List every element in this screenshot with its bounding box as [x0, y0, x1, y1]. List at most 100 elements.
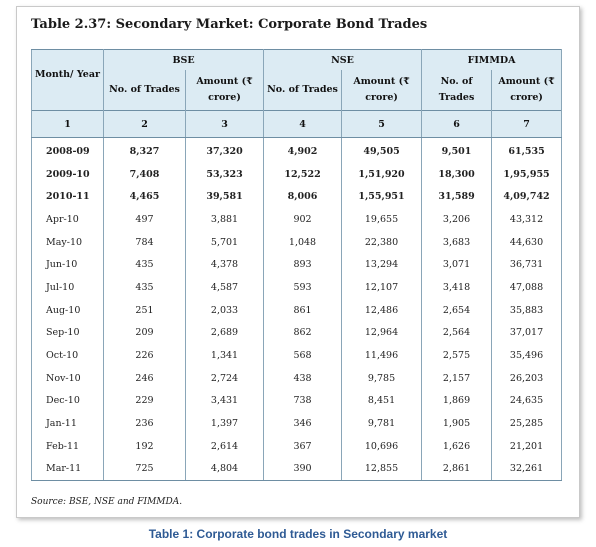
- table-cell: 3,071: [421, 253, 493, 277]
- table-cell: 367: [263, 434, 343, 458]
- table-row: May-10 784 5,701 1,048 22,380 3,683 44,630: [31, 230, 563, 254]
- table-cell: 36,731: [491, 253, 563, 277]
- row-period-cell: Nov-10: [31, 366, 104, 390]
- table-row: Jun-10 435 4,378 893 13,294 3,071 36,731: [31, 253, 563, 277]
- table-cell: 8,451: [341, 389, 423, 413]
- table-cell: 9,785: [341, 366, 423, 390]
- sub-header: No. of Trades: [421, 70, 493, 111]
- row-period-cell: Dec-10: [31, 389, 104, 413]
- sub-header: Amount (₹ crore): [184, 70, 265, 111]
- row-period-cell: Jan-11: [31, 412, 104, 435]
- table-row: Oct-10 226 1,341 568 11,496 2,575 35,496: [31, 344, 563, 367]
- row-period-cell: 2008-09: [31, 137, 104, 163]
- table-cell: 390: [263, 457, 343, 482]
- table-cell: 1,51,920: [341, 162, 423, 186]
- table-cell: 725: [103, 457, 186, 482]
- table-cell: 12,107: [341, 276, 423, 299]
- table-cell: 4,378: [184, 253, 265, 277]
- table-cell: 32,261: [491, 457, 563, 482]
- table-cell: 1,341: [184, 344, 265, 367]
- table-cell: 7,408: [103, 162, 186, 186]
- table-cell: 226: [103, 344, 186, 367]
- row-period-cell: 2010-11: [31, 185, 104, 209]
- table-cell: 1,95,955: [491, 162, 563, 186]
- column-number: 1: [31, 110, 104, 138]
- table-row: Dec-10 229 3,431 738 8,451 1,869 24,635: [31, 389, 563, 413]
- header-sub-row: No. of Trades Amount (₹ crore) No. of Tr…: [32, 70, 563, 111]
- table-cell: 3,431: [184, 389, 265, 413]
- figure-caption: Table 1: Corporate bond trades in Second…: [148, 527, 448, 541]
- table-title: Table 2.37: Secondary Market: Corporate …: [31, 17, 428, 32]
- sub-header: No. of Trades: [263, 70, 343, 111]
- column-number: 5: [341, 110, 423, 138]
- table-cell: 435: [103, 253, 186, 277]
- table-cell: 2,614: [184, 434, 265, 458]
- table-cell: 497: [103, 208, 186, 231]
- table-cell: 862: [263, 321, 343, 345]
- table-row: 2008-09 8,327 37,320 4,902 49,505 9,501 61,535: [31, 137, 563, 163]
- table-cell: 1,55,951: [341, 185, 423, 209]
- table-cell: 22,380: [341, 230, 423, 254]
- table-row: Jul-10 435 4,587 593 12,107 3,418 47,088: [31, 276, 563, 299]
- table-cell: 2,689: [184, 321, 265, 345]
- table-cell: 246: [103, 366, 186, 390]
- row-period-cell: Jul-10: [31, 276, 104, 299]
- column-number: 4: [263, 110, 343, 138]
- table-cell: 3,206: [421, 208, 493, 231]
- row-period-cell: Sep-10: [31, 321, 104, 345]
- table-cell: 12,486: [341, 298, 423, 322]
- row-period-cell: Apr-10: [31, 208, 104, 231]
- table-cell: 10,696: [341, 434, 423, 458]
- column-number: 2: [103, 110, 186, 138]
- table-figure: Table 2.37: Secondary Market: Corporate …: [16, 6, 580, 518]
- table-cell: 4,804: [184, 457, 265, 482]
- table-row: Feb-11 192 2,614 367 10,696 1,626 21,201: [31, 434, 563, 458]
- table-cell: 893: [263, 253, 343, 277]
- table-cell: 8,327: [103, 137, 186, 163]
- table-cell: 1,869: [421, 389, 493, 413]
- row-period-cell: Feb-11: [31, 434, 104, 458]
- row-period-cell: 2009-10: [31, 162, 104, 186]
- table-cell: 43,312: [491, 208, 563, 231]
- table-cell: 192: [103, 434, 186, 458]
- row-period-cell: Mar-11: [31, 457, 104, 482]
- table-cell: 3,418: [421, 276, 493, 299]
- sub-header: Amount (₹ crore): [491, 70, 563, 111]
- table-cell: 18,300: [421, 162, 493, 186]
- table-row: 2010-11 4,465 39,581 8,006 1,55,951 31,589 4,0…: [31, 185, 563, 209]
- table-cell: 4,587: [184, 276, 265, 299]
- row-period-cell: Jun-10: [31, 253, 104, 277]
- table-row: Apr-10 497 3,881 902 19,655 3,206 43,312: [31, 208, 563, 231]
- table-cell: 25,285: [491, 412, 563, 435]
- table-cell: 1,397: [184, 412, 265, 435]
- table-cell: 12,522: [263, 162, 343, 186]
- table-cell: 251: [103, 298, 186, 322]
- group-header-fimmda: FIMMDA: [421, 49, 563, 70]
- table-cell: 49,505: [341, 137, 423, 163]
- table-cell: 346: [263, 412, 343, 435]
- table-cell: 2,575: [421, 344, 493, 367]
- group-header-bse: BSE: [102, 49, 265, 70]
- row-period-cell: May-10: [31, 230, 104, 254]
- table-cell: 2,724: [184, 366, 265, 390]
- table-cell: 13,294: [341, 253, 423, 277]
- table-cell: 2,861: [421, 457, 493, 482]
- table-cell: 4,465: [103, 185, 186, 209]
- table-row: Sep-10 209 2,689 862 12,964 2,564 37,017: [31, 321, 563, 345]
- column-number-row: 1 2 3 4 5 6 7: [31, 110, 563, 138]
- table-cell: 236: [103, 412, 186, 435]
- table-cell: 1,048: [263, 230, 343, 254]
- table-cell: 39,581: [184, 185, 265, 209]
- table-cell: 31,589: [421, 185, 493, 209]
- sub-header: No. of Trades: [103, 70, 186, 111]
- table-cell: 24,635: [491, 389, 563, 413]
- table-cell: 53,323: [184, 162, 265, 186]
- table-cell: 1,905: [421, 412, 493, 435]
- table-cell: 35,496: [491, 344, 563, 367]
- bond-trades-table: Month/ Year BSE NSE FIMMDA No. of Trades…: [31, 49, 563, 482]
- column-number: 7: [491, 110, 563, 138]
- table-cell: 21,201: [491, 434, 563, 458]
- table-cell: 44,630: [491, 230, 563, 254]
- table-cell: 47,088: [491, 276, 563, 299]
- table-cell: 229: [103, 389, 186, 413]
